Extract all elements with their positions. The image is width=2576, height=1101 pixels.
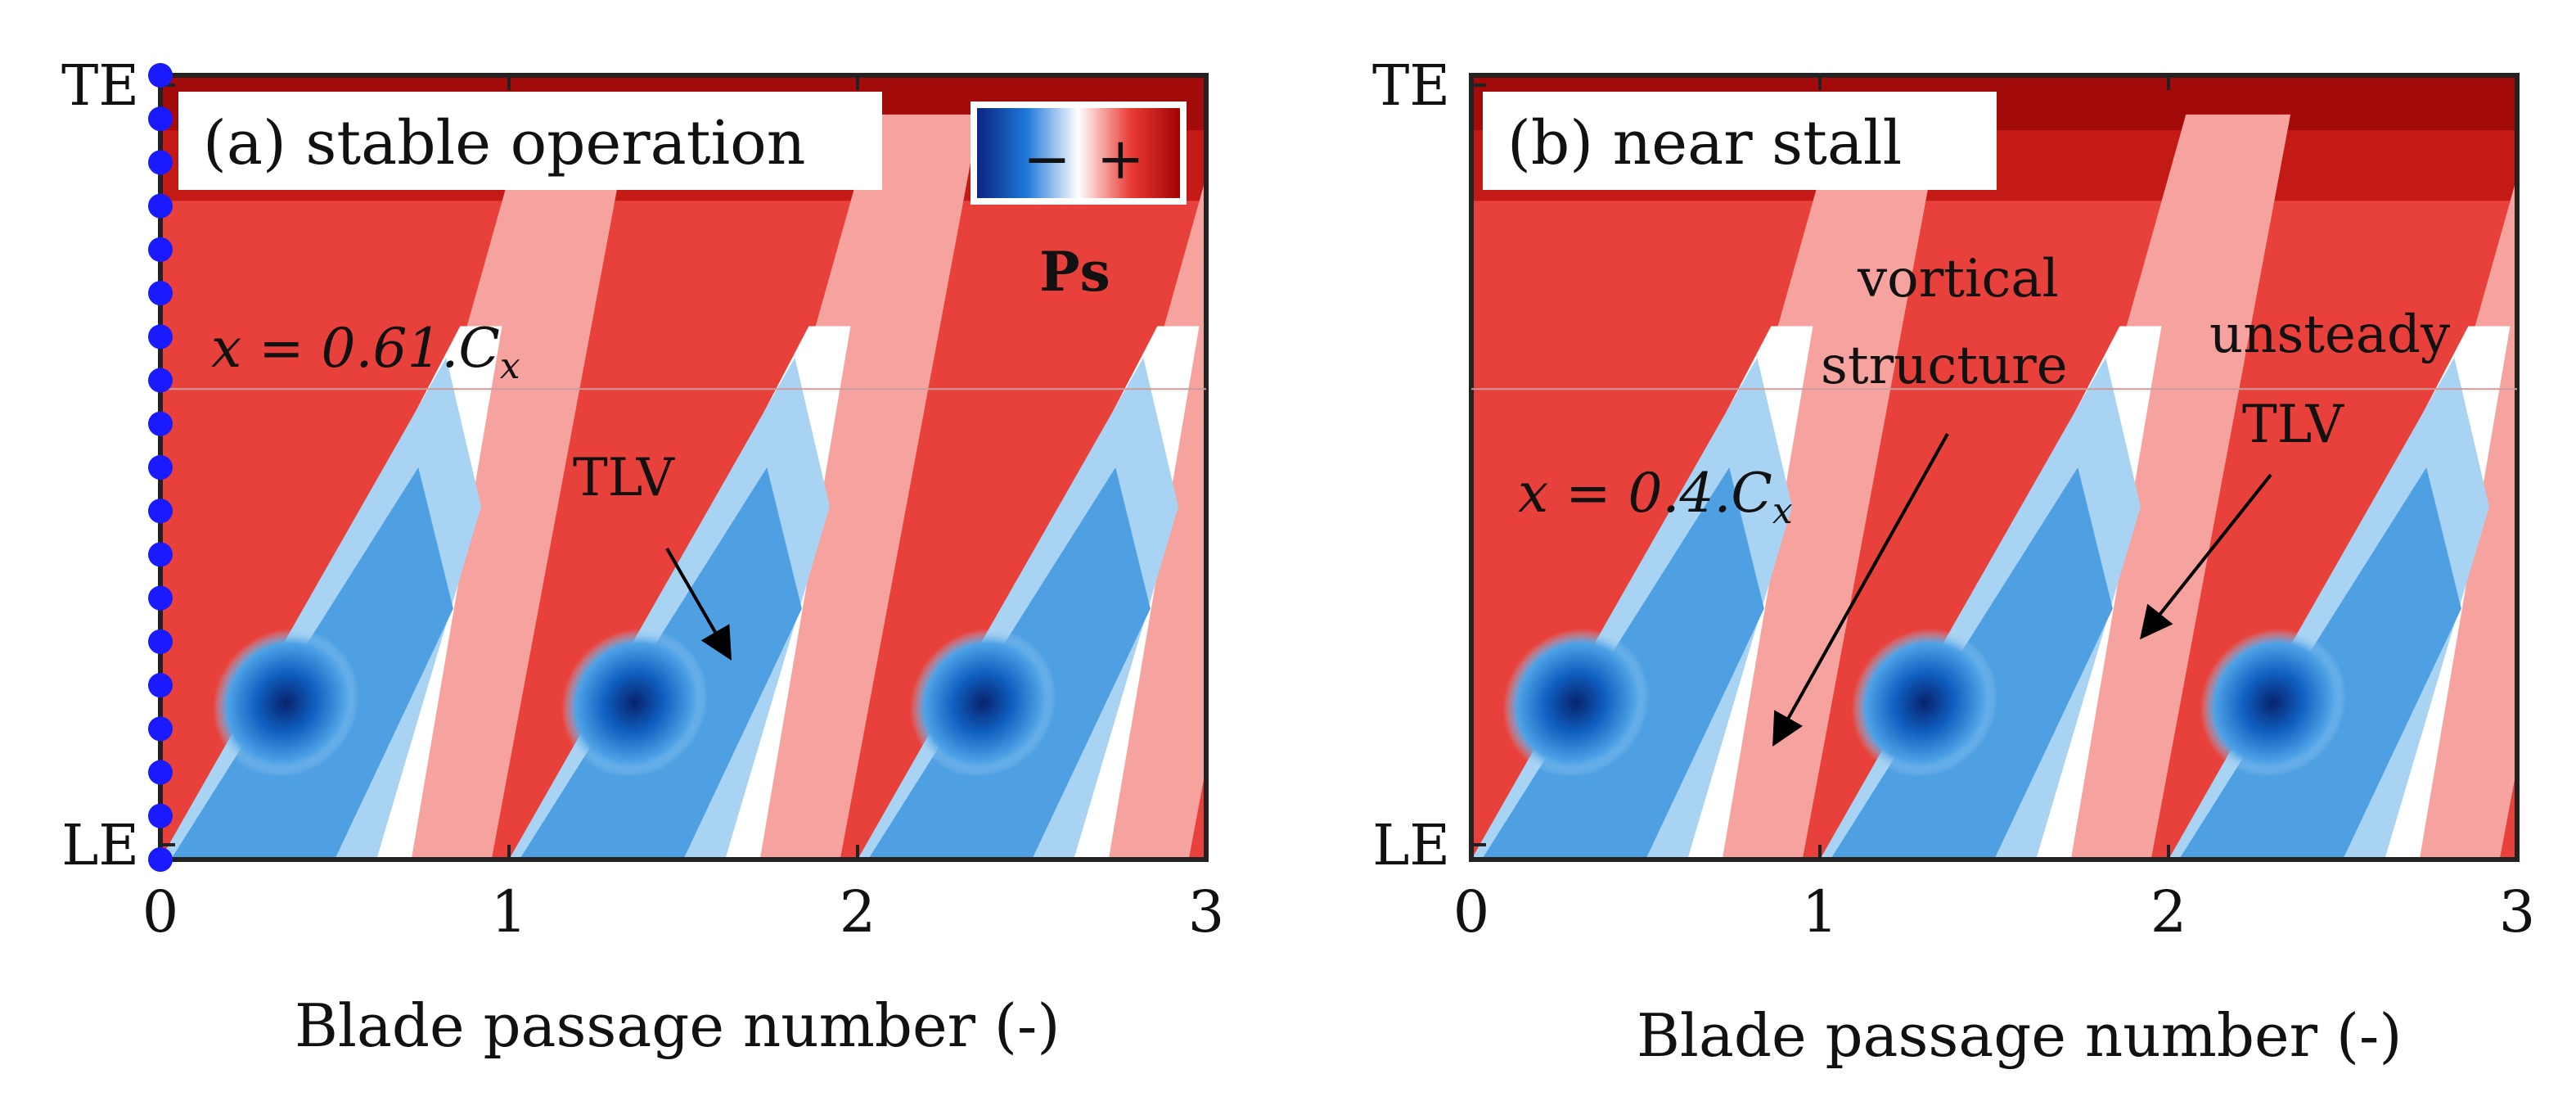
probe-marker xyxy=(148,455,173,480)
probe-marker xyxy=(148,847,173,872)
probe-marker xyxy=(148,281,173,306)
vortex-core xyxy=(561,628,708,778)
axial-position-label-b: x = 0.4.Cx xyxy=(1518,462,1793,532)
probe-marker xyxy=(148,629,173,654)
contour-plot-a xyxy=(160,75,1206,860)
y-tick-label: LE xyxy=(61,814,139,878)
probe-marker xyxy=(148,499,173,524)
probe-marker xyxy=(148,760,173,785)
vortex-core xyxy=(2200,628,2347,778)
unsteady-tlv-label-line1: unsteady xyxy=(2209,305,2450,365)
vortex-core xyxy=(1502,628,1650,778)
x-axis-label-b: Blade passage number (-) xyxy=(1637,1001,2402,1070)
axes-frame-b xyxy=(1469,73,2520,862)
vortical-structure-label-line1: vortical xyxy=(1857,249,2059,309)
panel-label-a: (a) stable operation xyxy=(203,108,805,178)
y-ticks-b: LE TE xyxy=(1372,54,2517,878)
probe-marker xyxy=(148,150,173,175)
vortex-core xyxy=(212,628,359,778)
probe-markers xyxy=(148,63,173,872)
y-tick-label: TE xyxy=(61,54,139,119)
y-tick-label: LE xyxy=(1372,814,1450,878)
axial-position-label-a: x = 0.61.Cx xyxy=(211,317,520,387)
vortical-structure-label-line2: structure xyxy=(1821,336,2068,396)
x-tick-label: 0 xyxy=(142,878,179,945)
x-tick-label: 2 xyxy=(2150,878,2187,945)
x-tick-label: 3 xyxy=(1188,878,1225,945)
svg-text:x = 0.4.Cx: x = 0.4.Cx xyxy=(1518,462,1793,532)
tlv-annotation: TLV xyxy=(573,448,732,661)
tlv-label: TLV xyxy=(573,448,676,508)
x-tick-label: 1 xyxy=(491,878,528,945)
x-ticks-b: 0 1 2 3 xyxy=(1453,75,2536,945)
contour-plot-b xyxy=(1471,75,2517,860)
probe-marker xyxy=(148,63,173,88)
x-tick-label: 2 xyxy=(840,878,876,945)
colorbar: − + xyxy=(971,102,1187,205)
vortical-structure-annotation: vortical structure xyxy=(1772,249,2068,747)
probe-marker xyxy=(148,411,173,436)
probe-marker xyxy=(148,803,173,828)
panel-label-box-b xyxy=(1483,92,1997,190)
probe-marker xyxy=(148,585,173,611)
x-tick-label: 1 xyxy=(1802,878,1839,945)
probe-marker xyxy=(148,368,173,393)
x-tick-label: 0 xyxy=(1453,878,1490,945)
quantity-label: Ps xyxy=(1039,240,1110,304)
vortex-core xyxy=(909,628,1056,778)
x-axis-label-a: Blade passage number (-) xyxy=(295,991,1060,1060)
x-ticks-a: 0 1 2 3 xyxy=(142,75,1225,945)
panel-label-box-a xyxy=(178,92,882,190)
probe-marker xyxy=(148,324,173,350)
probe-marker xyxy=(148,542,173,567)
panel-b: 0 1 2 3 LE TE (b) near stall x = 0.4.Cx vort… xyxy=(1372,54,2536,1070)
probe-marker xyxy=(148,237,173,262)
probe-marker xyxy=(148,673,173,698)
probe-marker xyxy=(148,193,173,219)
unsteady-tlv-annotation: unsteady TLV xyxy=(2140,305,2450,640)
vortex-core xyxy=(1851,628,1998,778)
probe-marker xyxy=(148,106,173,132)
colorbar-minus-label: − xyxy=(1023,125,1071,192)
colorbar-plus-label: + xyxy=(1097,125,1145,192)
x-tick-label: 3 xyxy=(2499,878,2536,945)
unsteady-tlv-label-line2: TLV xyxy=(2242,395,2345,455)
probe-marker xyxy=(148,716,173,742)
y-ticks-a: LE TE xyxy=(61,54,1206,878)
y-tick-label: TE xyxy=(1372,54,1450,119)
panel-a: 0 1 2 3 LE TE (a) stable operation − + Ps x … xyxy=(61,54,1225,1060)
panel-label-b: (b) near stall xyxy=(1507,108,1902,178)
svg-text:x = 0.61.Cx: x = 0.61.Cx xyxy=(211,317,520,387)
